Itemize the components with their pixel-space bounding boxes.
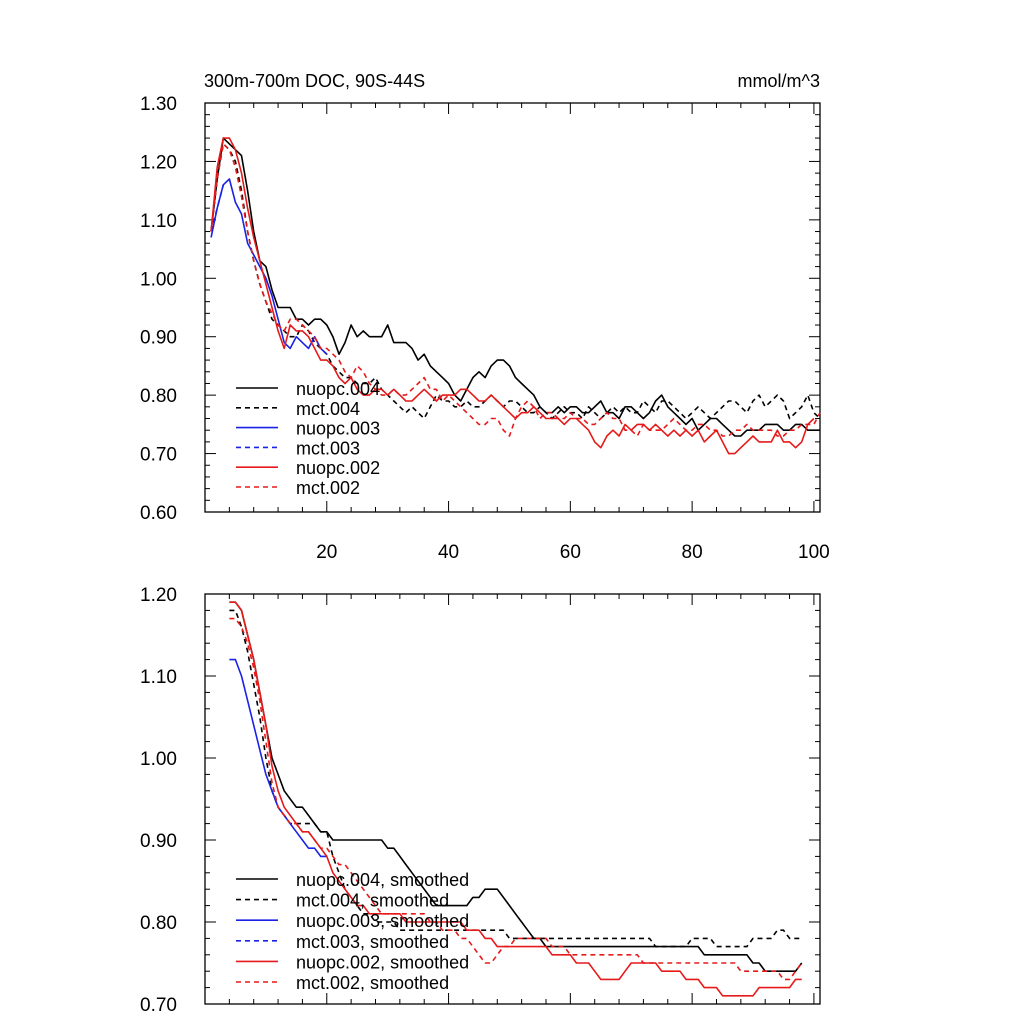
legend-label: nuopc.004: [296, 379, 380, 399]
top-panel: 300m-700m DOC, 90S-44S mmol/m^3 0.60 0.70…: [140, 71, 830, 563]
x-tick-label: 20: [316, 542, 337, 563]
y-tick-label: 0.80: [140, 386, 177, 407]
series-line: [229, 601, 803, 972]
y-tick-label: 0.70: [140, 995, 177, 1016]
series-line: [229, 609, 802, 948]
y-tick-label: 1.00: [140, 269, 177, 290]
legend-label: mct.004: [296, 399, 360, 419]
series-line: [210, 137, 815, 455]
bottom-panel-frame: [204, 593, 821, 1005]
bottom-panel-ticks: [205, 593, 820, 1005]
y-tick-label: 1.20: [140, 152, 177, 173]
series-line: [229, 658, 327, 858]
top-panel-legend: nuopc.004mct.004nuopc.003mct.003nuopc.00…: [236, 379, 380, 498]
y-tick-label: 0.60: [140, 503, 177, 524]
y-tick-label: 1.20: [140, 585, 177, 606]
series-line: [229, 617, 803, 981]
series-line: [210, 178, 328, 355]
legend-label: nuopc.002: [296, 458, 380, 478]
series-line: [210, 137, 820, 437]
top-panel-series: [210, 137, 821, 455]
series-line: [210, 184, 225, 232]
y-tick-label: 1.10: [140, 667, 177, 688]
y-tick-label: 0.90: [140, 328, 177, 349]
legend-label: nuopc.003, smoothed: [296, 911, 469, 931]
top-panel-title: 300m-700m DOC, 90S-44S: [204, 71, 425, 91]
legend-label: nuopc.004, smoothed: [296, 870, 469, 890]
series-line: [229, 601, 802, 997]
y-tick-label: 1.10: [140, 211, 177, 232]
legend-label: mct.002, smoothed: [296, 973, 449, 993]
top-panel-y-tick-labels: 0.60 0.70 0.80 0.90 1.00 1.10 1.20 1.30: [140, 94, 177, 524]
y-tick-label: 0.70: [140, 445, 177, 466]
legend-label: mct.004, smoothed: [296, 891, 449, 911]
x-tick-label: 60: [560, 542, 581, 563]
bottom-panel: 0.70 0.80 0.90 1.00 1.10 1.20 nuopc.004, smoo…: [140, 585, 821, 1016]
legend-label: mct.003: [296, 438, 360, 458]
legend-label: mct.003, smoothed: [296, 932, 449, 952]
bottom-panel-y-tick-labels: 0.70 0.80 0.90 1.00 1.10 1.20: [140, 585, 177, 1016]
x-tick-label: 40: [438, 542, 459, 563]
series-line: [210, 143, 821, 420]
top-panel-ticks: [205, 102, 820, 513]
top-panel-x-tick-labels: 20 40 60 80 100: [316, 542, 830, 563]
y-tick-label: 0.80: [140, 913, 177, 934]
bottom-panel-series: [229, 601, 803, 997]
series-line: [210, 143, 821, 437]
x-tick-label: 100: [798, 542, 830, 563]
top-panel-units: mmol/m^3: [738, 71, 820, 91]
legend-label: mct.002: [296, 478, 360, 498]
legend-label: nuopc.002, smoothed: [296, 952, 469, 972]
top-panel-frame: [204, 102, 821, 513]
y-tick-label: 0.90: [140, 831, 177, 852]
y-tick-label: 1.00: [140, 749, 177, 770]
y-tick-label: 1.30: [140, 94, 177, 115]
x-tick-label: 80: [682, 542, 703, 563]
legend-label: nuopc.003: [296, 419, 380, 439]
